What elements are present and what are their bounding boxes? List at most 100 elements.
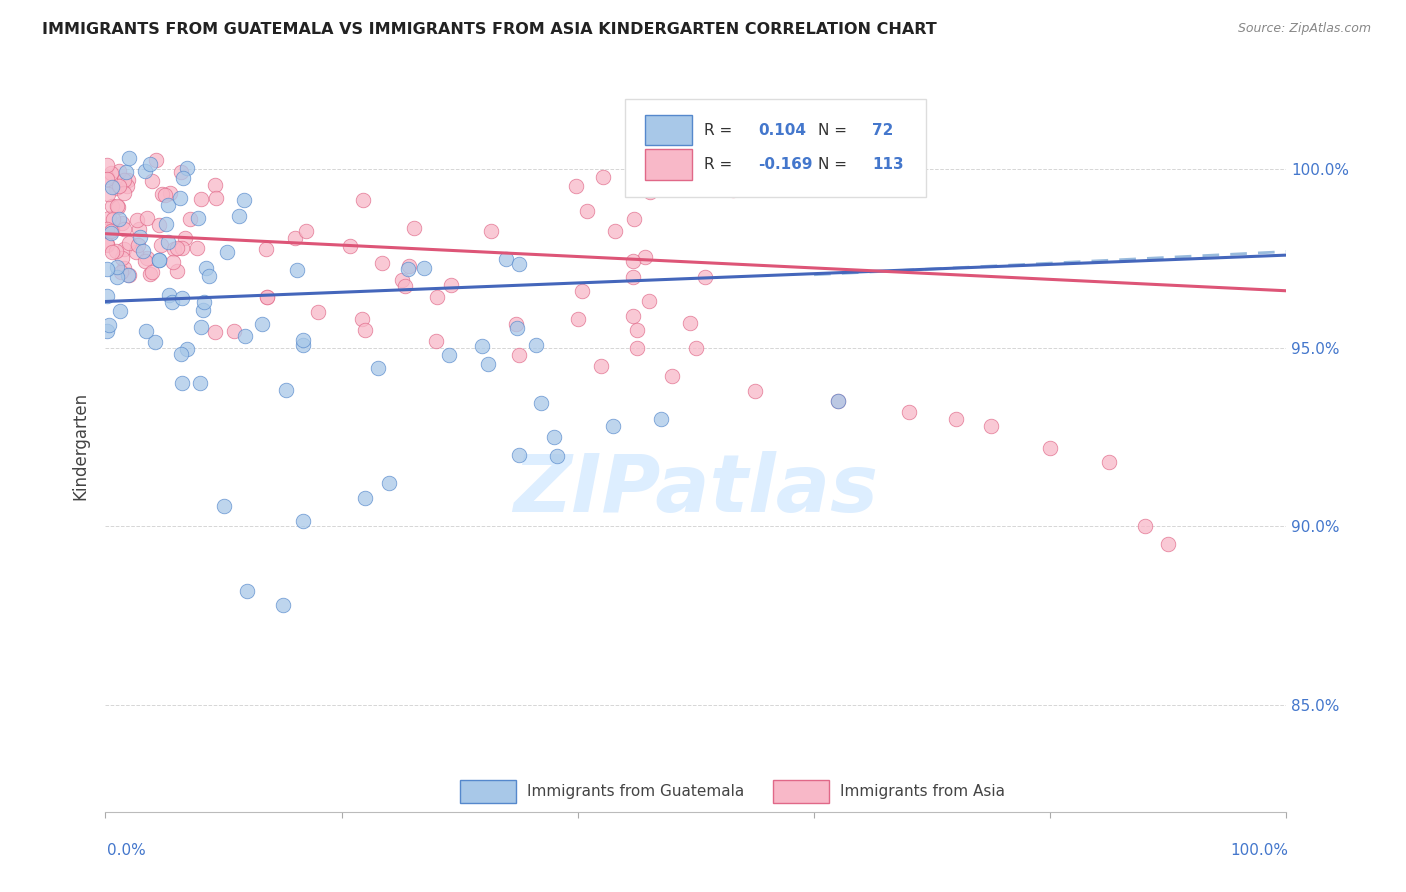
Point (101, 245, 124, 260)
Point (508, 348, 530, 362)
Point (188, 376, 211, 390)
Point (157, 287, 180, 301)
Point (105, 199, 128, 213)
Point (112, 222, 135, 236)
Point (291, 337, 314, 351)
Text: Immigrants from Guatemala: Immigrants from Guatemala (527, 784, 744, 798)
Point (256, 290, 278, 304)
Point (153, 188, 176, 202)
Point (96, 289, 118, 303)
Point (295, 224, 318, 238)
Point (176, 161, 198, 176)
Point (307, 305, 329, 319)
Point (565, 178, 588, 193)
Point (204, 325, 226, 339)
Point (125, 213, 148, 227)
Point (128, 229, 150, 244)
Text: 0.104: 0.104 (759, 122, 807, 137)
Point (103, 211, 125, 226)
Point (479, 224, 502, 238)
Point (141, 265, 163, 279)
Point (135, 324, 157, 338)
Point (623, 211, 645, 226)
Text: Immigrants from Asia: Immigrants from Asia (839, 784, 1005, 798)
Point (148, 253, 170, 268)
Text: N =: N = (818, 122, 852, 137)
Point (128, 222, 150, 236)
Bar (645, 149, 692, 180)
Point (637, 294, 659, 309)
Point (136, 211, 159, 225)
Point (112, 242, 135, 256)
Point (98, 211, 121, 225)
Point (591, 359, 613, 373)
Point (187, 211, 209, 225)
Point (391, 273, 413, 287)
Point (640, 185, 662, 199)
Point (115, 178, 138, 193)
Point (398, 260, 420, 274)
Point (634, 250, 657, 264)
Point (108, 212, 131, 227)
Point (186, 241, 208, 255)
Point (97, 318, 120, 332)
Point (141, 174, 163, 188)
Point (440, 278, 463, 293)
Point (508, 448, 530, 462)
Point (204, 178, 226, 192)
Point (205, 192, 228, 206)
Point (236, 583, 259, 598)
Point (256, 290, 278, 304)
Point (284, 231, 307, 245)
Point (396, 261, 419, 276)
Point (117, 173, 139, 187)
Point (101, 179, 124, 194)
Point (96, 324, 118, 338)
Point (118, 268, 141, 283)
Text: N =: N = (818, 157, 852, 172)
Point (118, 235, 141, 250)
Point (148, 218, 170, 232)
Point (166, 241, 188, 255)
Point (222, 324, 245, 338)
Point (426, 290, 449, 304)
FancyBboxPatch shape (626, 99, 927, 197)
Text: 0.0%: 0.0% (107, 843, 146, 858)
Point (477, 358, 499, 372)
Point (506, 321, 529, 335)
Point (471, 339, 494, 353)
Point (107, 270, 129, 285)
Point (605, 224, 627, 238)
Point (118, 151, 141, 165)
Point (354, 491, 377, 505)
Point (100, 226, 122, 240)
Point (352, 193, 374, 207)
Point (136, 251, 159, 265)
Point (176, 342, 198, 356)
Point (621, 254, 644, 268)
Point (166, 264, 188, 278)
Point (980, 419, 1002, 434)
Point (508, 257, 530, 271)
Point (530, 396, 553, 410)
Point (105, 181, 128, 195)
Point (215, 244, 238, 259)
Point (354, 323, 377, 337)
Point (505, 318, 527, 332)
Point (546, 449, 568, 463)
Point (145, 153, 167, 167)
Point (96, 261, 118, 276)
Point (149, 238, 172, 252)
Point (134, 164, 156, 178)
Point (439, 348, 461, 362)
Y-axis label: Kindergarten: Kindergarten (72, 392, 90, 500)
Point (173, 231, 195, 245)
Point (571, 285, 593, 299)
Point (110, 265, 132, 279)
Point (592, 169, 614, 184)
Point (131, 244, 153, 258)
Point (292, 514, 315, 528)
Point (744, 384, 766, 398)
Point (495, 252, 517, 267)
Point (155, 217, 177, 231)
